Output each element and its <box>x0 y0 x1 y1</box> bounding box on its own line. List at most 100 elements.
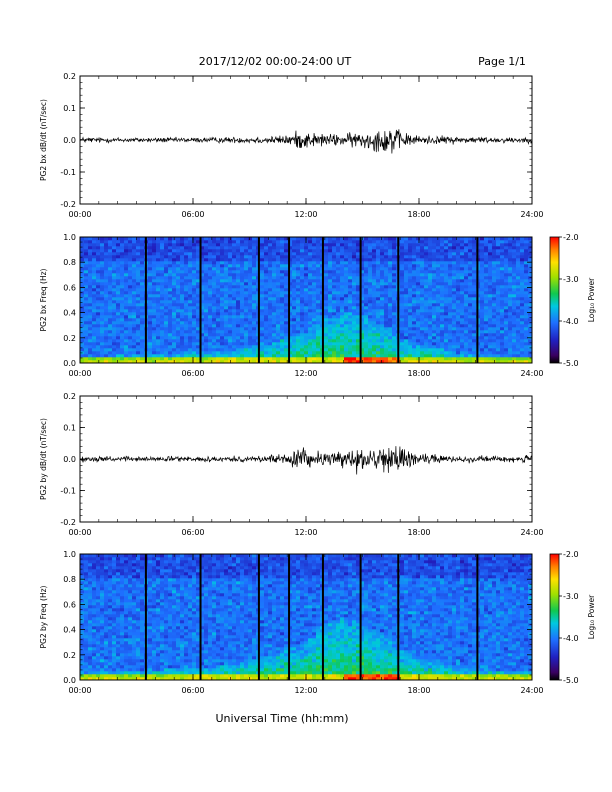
spectrogram-cell <box>492 339 497 343</box>
spectrogram-cell <box>116 345 121 349</box>
spectrogram-cell <box>440 333 445 337</box>
spectrogram-cell <box>464 291 469 295</box>
spectrogram-cell <box>400 312 405 316</box>
spectrogram-cell <box>148 321 153 325</box>
spectrogram-cell <box>208 339 213 343</box>
spectrogram-cell <box>424 246 429 250</box>
spectrogram-cell <box>440 342 445 346</box>
spectrogram-cell <box>524 321 529 325</box>
spectrogram-cell <box>520 348 525 352</box>
spectrogram-cell <box>292 330 297 334</box>
spectrogram-cell <box>392 291 397 295</box>
spectrogram-cell <box>484 318 489 322</box>
spectrogram-cell <box>276 354 281 358</box>
spectrogram-cell <box>88 342 93 346</box>
spectrogram-cell <box>304 306 309 310</box>
spectrogram-cell <box>408 237 413 241</box>
spectrogram-cell <box>292 336 297 340</box>
spectrogram-cell <box>316 288 321 292</box>
spectrogram-cell <box>412 351 417 355</box>
spectrogram-cell <box>248 276 253 280</box>
spectrogram-cell <box>472 264 477 268</box>
spectrogram-cell <box>216 345 221 349</box>
spectrogram-cell <box>328 240 333 244</box>
spectrogram-cell <box>400 258 405 262</box>
spectrogram-cell <box>404 336 409 340</box>
spectrogram-cell <box>268 354 273 358</box>
spectrogram-cell <box>120 297 125 301</box>
spectrogram-cell <box>192 255 197 259</box>
spectrogram-cell <box>520 297 525 301</box>
spectrogram-cell <box>308 294 313 298</box>
spectrogram-cell <box>368 339 373 343</box>
spectrogram-cell <box>220 252 225 256</box>
spectrogram-cell <box>104 360 109 364</box>
spectrogram-cell <box>356 336 361 340</box>
spectrogram-cell <box>372 354 377 358</box>
spectrogram-cell <box>240 270 245 274</box>
spectrogram-cell <box>296 285 301 289</box>
spectrogram-cell <box>136 294 141 298</box>
spectrogram-cell <box>436 300 441 304</box>
spectrogram-cell <box>228 237 233 241</box>
spectrogram-cell <box>108 333 113 337</box>
spectrogram-cell <box>360 285 365 289</box>
spectrogram-cell <box>508 243 513 247</box>
spectrogram-cell <box>92 243 97 247</box>
spectrogram-cell <box>92 252 97 256</box>
spectrogram-cell <box>300 327 305 331</box>
spectrogram-cell <box>380 264 385 268</box>
spectrogram-cell <box>356 270 361 274</box>
spectrogram-cell <box>104 252 109 256</box>
spectrogram-cell <box>388 324 393 328</box>
spectrogram-cell <box>388 312 393 316</box>
spectrogram-cell <box>224 249 229 253</box>
spectrogram-cell <box>436 321 441 325</box>
spectrogram-cell <box>364 240 369 244</box>
spectrogram-cell <box>168 327 173 331</box>
spectrogram-cell <box>420 324 425 328</box>
spectrogram-cell <box>264 237 269 241</box>
spectrogram-cell <box>232 348 237 352</box>
spectrogram-cell <box>404 252 409 256</box>
spectrogram-cell <box>80 243 85 247</box>
spectrogram-cell <box>432 312 437 316</box>
spectrogram-cell <box>240 324 245 328</box>
spectrogram-cell <box>196 267 201 271</box>
spectrogram-cell <box>296 321 301 325</box>
spectrogram-cell <box>228 252 233 256</box>
spectrogram-cell <box>428 243 433 247</box>
spectrogram-cell <box>96 237 101 241</box>
spectrogram-cell <box>200 354 205 358</box>
spectrogram-cell <box>260 288 265 292</box>
spectrogram-cell <box>328 339 333 343</box>
spectrogram-cell <box>236 348 241 352</box>
spectrogram-cell <box>304 288 309 292</box>
spectrogram-cell <box>184 237 189 241</box>
spectrogram-cell <box>224 264 229 268</box>
spectrogram-cell <box>120 288 125 292</box>
spectrogram-cell <box>124 303 129 307</box>
spectrogram-cell <box>168 252 173 256</box>
spectrogram-cell <box>512 264 517 268</box>
spectrogram-cell <box>352 261 357 265</box>
spectrogram-cell <box>348 306 353 310</box>
spectrogram-cell <box>444 318 449 322</box>
spectrogram-cell <box>452 240 457 244</box>
spectrogram-cell <box>356 345 361 349</box>
spectrogram-cell <box>132 264 137 268</box>
spectrogram-cell <box>108 306 113 310</box>
spectrogram-cell <box>340 303 345 307</box>
spectrogram-cell <box>228 246 233 250</box>
spectrogram-cell <box>180 255 185 259</box>
spectrogram-cell <box>380 324 385 328</box>
spectrogram-cell <box>80 264 85 268</box>
spectrogram-cell <box>264 321 269 325</box>
spectrogram-cell <box>148 255 153 259</box>
spectrogram-cell <box>372 294 377 298</box>
spectrogram-cell <box>472 312 477 316</box>
spectrogram-cell <box>200 294 205 298</box>
spectrogram-cell <box>204 282 209 286</box>
spectrogram-cell <box>364 249 369 253</box>
spectrogram-cell <box>468 360 473 364</box>
